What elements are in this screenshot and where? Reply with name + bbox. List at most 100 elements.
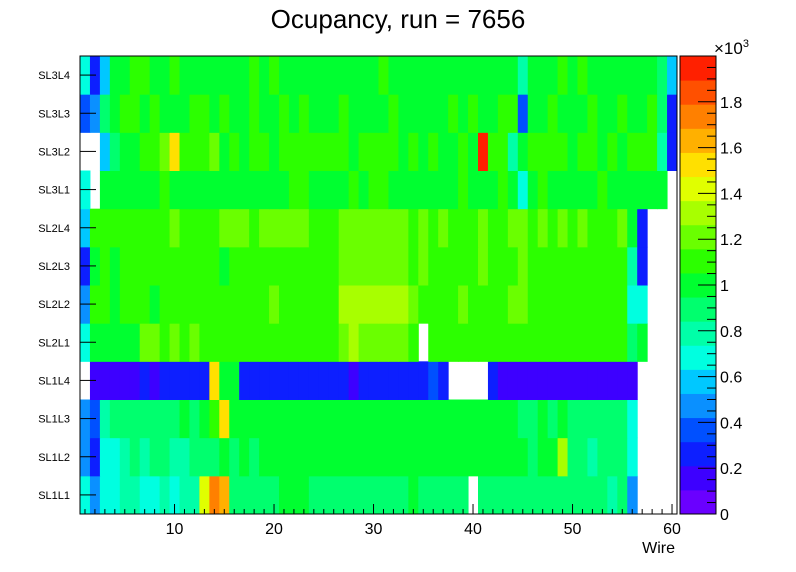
heatmap-cell <box>99 475 111 515</box>
y-tick-label: SL1L4 <box>38 375 70 387</box>
heatmap-cell <box>259 361 270 400</box>
heatmap-cell <box>288 323 300 362</box>
heatmap-cell <box>199 94 210 133</box>
heatmap-cell <box>378 208 389 248</box>
heatmap-cell <box>368 132 379 171</box>
heatmap-cell <box>557 208 569 248</box>
heatmap-cell <box>129 94 141 133</box>
z-tick-label: 1 <box>720 278 729 295</box>
heatmap-cell <box>318 323 330 362</box>
heatmap-cell <box>388 170 399 210</box>
heatmap-cell <box>587 361 598 400</box>
heatmap-cell <box>458 437 469 477</box>
heatmap-cell <box>288 285 300 324</box>
heatmap-cell <box>259 94 270 133</box>
heatmap-cell <box>119 132 131 171</box>
heatmap-cell <box>239 399 250 439</box>
heatmap-cell <box>388 475 399 515</box>
heatmap-cell <box>229 399 240 439</box>
heatmap-cell <box>567 323 578 362</box>
heatmap-cell <box>607 361 618 400</box>
heatmap-cell <box>517 246 529 286</box>
heatmap-cell <box>109 208 121 248</box>
heatmap-cell <box>637 94 648 133</box>
heatmap-cell <box>269 475 280 515</box>
heatmap-cell <box>428 323 439 362</box>
heatmap-cell <box>169 208 180 248</box>
heatmap-cell <box>388 56 399 95</box>
heatmap-cell <box>298 399 310 439</box>
heatmap-cell <box>199 437 210 477</box>
heatmap-cell <box>547 94 559 133</box>
heatmap-cell <box>159 399 171 439</box>
heatmap-cell <box>239 475 250 515</box>
heatmap-cell <box>209 361 220 400</box>
heatmap-cell <box>199 399 210 439</box>
heatmap-cell <box>99 323 111 362</box>
heatmap-cell <box>547 208 559 248</box>
heatmap-cell <box>438 437 449 477</box>
heatmap-cell <box>288 132 300 171</box>
heatmap-cell <box>119 361 131 400</box>
heatmap-cell <box>627 94 638 133</box>
heatmap-cell <box>418 132 429 171</box>
heatmap-cell <box>587 475 598 515</box>
heatmap-cell <box>308 56 320 95</box>
heatmap-cell <box>507 170 519 210</box>
heatmap-cell <box>537 56 549 95</box>
heatmap-cell <box>239 170 250 210</box>
heatmap-cell <box>607 323 618 362</box>
heatmap-cell <box>269 170 280 210</box>
heatmap-cell <box>288 208 300 248</box>
heatmap-cell <box>298 323 310 362</box>
heatmap-cell <box>159 132 171 171</box>
heatmap-cell <box>328 475 340 515</box>
heatmap-cell <box>109 246 121 286</box>
y-tick-label: SL1L2 <box>38 452 70 464</box>
x-tick-label: 20 <box>265 521 283 538</box>
heatmap-cell <box>557 56 569 95</box>
heatmap-cell <box>637 285 648 324</box>
heatmap-cell <box>378 437 389 477</box>
heatmap-cell <box>497 170 509 210</box>
heatmap-cell <box>338 56 350 95</box>
heatmap-cell <box>567 208 578 248</box>
heatmap-cell <box>408 475 419 515</box>
heatmap-cell <box>577 246 588 286</box>
heatmap-cell <box>478 246 489 286</box>
heatmap-cell <box>269 132 280 171</box>
heatmap-cell <box>169 475 180 515</box>
heatmap-cell <box>378 94 389 133</box>
heatmap-cell <box>547 437 559 477</box>
heatmap-cell <box>169 399 180 439</box>
heatmap-cell <box>418 285 429 324</box>
heatmap-cell <box>378 323 389 362</box>
heatmap-cell <box>448 94 459 133</box>
heatmap-cell <box>507 437 519 477</box>
heatmap-cell <box>279 285 290 324</box>
heatmap-cell <box>597 208 608 248</box>
heatmap-cell <box>129 208 141 248</box>
heatmap-cell <box>458 475 469 515</box>
heatmap-cell <box>249 208 260 248</box>
heatmap-cell <box>507 208 519 248</box>
heatmap-cell <box>408 399 419 439</box>
heatmap-cell <box>587 94 598 133</box>
heatmap-cell <box>657 56 668 95</box>
heatmap-cell <box>438 56 449 95</box>
heatmap-cell <box>388 437 399 477</box>
heatmap-cell <box>288 94 300 133</box>
heatmap-cell <box>597 56 608 95</box>
heatmap-cell <box>428 399 439 439</box>
color-scale-axis: 0 0.2 0.4 0.6 0.8 1 1.2 1.4 1.6 1.8 <box>698 66 742 524</box>
heatmap-cell <box>577 475 588 515</box>
heatmap-cell <box>547 475 559 515</box>
z-tick-label: 1.4 <box>720 186 742 203</box>
heatmap-cell <box>99 246 111 286</box>
heatmap-cell <box>647 56 658 95</box>
heatmap-cell <box>597 285 608 324</box>
heatmap-cell <box>537 399 549 439</box>
heatmap-cell <box>179 475 190 515</box>
heatmap-cell <box>497 475 509 515</box>
heatmap-cell <box>259 56 270 95</box>
